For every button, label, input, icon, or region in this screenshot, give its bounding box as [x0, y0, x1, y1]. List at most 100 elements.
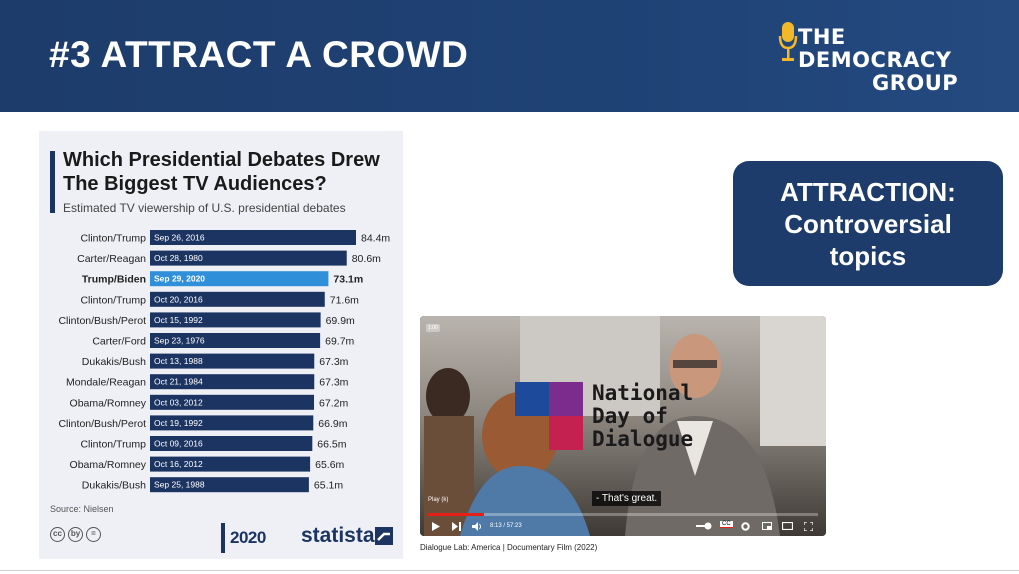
- bar-date-label: Sep 29, 2020: [154, 274, 205, 284]
- slide-title: #3 ATTRACT A CROWD: [49, 34, 469, 75]
- infographic-subtitle: Estimated TV viewership of U.S. presiden…: [63, 201, 346, 215]
- bar-date-label: Oct 20, 2016: [154, 294, 203, 304]
- bar-date-label: Oct 15, 1992: [154, 315, 203, 325]
- settings-icon[interactable]: [741, 522, 750, 531]
- callout-line-3: topics: [829, 241, 907, 271]
- logo-line-2: DEMOCRACY: [798, 48, 952, 72]
- bar-category-label: Clinton/Trump: [80, 294, 146, 306]
- no-derivatives-icon: =: [86, 527, 101, 542]
- viewership-bar: [150, 374, 315, 390]
- viewership-bar: [150, 415, 314, 431]
- callout-line-2: Controversial: [784, 209, 952, 239]
- bar-value-label: 73.1m: [333, 274, 363, 286]
- bar-value-label: 69.7m: [325, 336, 354, 348]
- bar-category-label: Carter/Ford: [92, 336, 146, 348]
- miniplayer-icon[interactable]: [762, 522, 772, 530]
- bar-category-label: Clinton/Trump: [80, 233, 146, 245]
- bar-date-label: Oct 16, 2012: [154, 459, 203, 469]
- audience-figures: [424, 368, 590, 536]
- logo-square-red: [549, 416, 583, 450]
- next-icon[interactable]: [452, 522, 461, 531]
- logo-line-1: THE: [798, 25, 846, 49]
- debate-viewership-chart: Clinton/Trump Sep 26, 2016 84.4m Carter/Rea…: [58, 230, 390, 493]
- chart-source: Source: Nielsen: [50, 504, 114, 514]
- volume-slider[interactable]: [696, 525, 710, 527]
- video-logo-line-3: Dialogue: [592, 427, 694, 451]
- bar-category-label: Trump/Biden: [82, 274, 146, 286]
- badge-year: 2020: [230, 528, 266, 547]
- viewership-bar: [150, 436, 313, 451]
- viewership-bar: [150, 333, 321, 348]
- viewership-bar: [150, 353, 315, 369]
- bar-date-label: Oct 19, 1992: [154, 418, 203, 428]
- bar-category-label: Obama/Romney: [70, 397, 147, 409]
- democracy-group-logo: THE DEMOCRACY GROUP: [778, 18, 968, 98]
- viewership-bar: [150, 250, 347, 266]
- bar-category-label: Carter/Reagan: [77, 253, 146, 265]
- bar-value-label: 65.1m: [314, 480, 343, 492]
- video-subtitle: - That's great.: [592, 491, 662, 506]
- bar-category-label: Clinton/Trump: [80, 439, 146, 451]
- bar-value-label: 66.5m: [317, 439, 346, 451]
- footer-divider: [0, 570, 1019, 571]
- viewership-bar: [150, 230, 356, 245]
- bar-category-label: Dukakis/Bush: [82, 480, 146, 492]
- speaker-figure: [625, 334, 780, 536]
- bar-date-label: Oct 28, 1980: [154, 253, 203, 263]
- video-logo-line-1: National: [592, 381, 694, 405]
- video-progress-fill: [428, 513, 484, 516]
- attraction-callout: ATTRACTION: Controversial topics: [733, 161, 1003, 286]
- bar-value-label: 66.9m: [318, 418, 347, 430]
- viewership-bar: [150, 312, 321, 328]
- bar-value-label: 84.4m: [361, 233, 390, 245]
- viewership-bar: [150, 394, 315, 410]
- statista-logo-icon: [375, 527, 393, 545]
- theater-mode-icon[interactable]: [782, 522, 793, 530]
- video-source-caption: Dialogue Lab: America | Documentary Film…: [420, 543, 598, 552]
- video-progress-bar[interactable]: [428, 513, 818, 516]
- viewership-bar: [150, 477, 309, 493]
- video-logo-text: National Day of Dialogue: [592, 382, 693, 451]
- attribution-icon: by: [68, 527, 83, 542]
- bar-date-label: Oct 21, 1984: [154, 377, 203, 387]
- bar-date-label: Oct 09, 2016: [154, 439, 203, 449]
- volume-knob-icon[interactable]: [704, 522, 712, 530]
- bar-value-label: 67.3m: [319, 356, 348, 368]
- cc-icon: cc: [50, 527, 65, 542]
- bar-date-label: Oct 13, 1988: [154, 356, 203, 366]
- fullscreen-icon[interactable]: [804, 522, 813, 531]
- bar-date-label: Sep 26, 2016: [154, 233, 205, 243]
- play-icon[interactable]: [432, 522, 440, 531]
- bar-value-label: 69.9m: [326, 315, 355, 327]
- statista-infographic: Which Presidential Debates Drew The Bigg…: [39, 131, 403, 559]
- microphone-icon: [778, 22, 798, 61]
- bar-category-label: Mondale/Reagan: [66, 377, 146, 389]
- bar-date-label: Oct 03, 2012: [154, 397, 203, 407]
- statista-logo-text: statista: [301, 524, 375, 547]
- viewership-bar: [150, 271, 329, 287]
- bar-category-label: Clinton/Bush/Perot: [58, 315, 146, 327]
- bar-value-label: 67.2m: [319, 397, 348, 409]
- bar-value-label: 65.6m: [315, 459, 344, 471]
- bar-date-label: Sep 25, 1988: [154, 480, 205, 490]
- video-time: 8:13 / 57:23: [490, 523, 522, 529]
- logo-line-3: GROUP: [872, 71, 959, 95]
- national-day-of-dialogue-logo: National Day of Dialogue: [515, 382, 723, 452]
- video-logo-line-2: Day of: [592, 404, 668, 428]
- bar-category-label: Dukakis/Bush: [82, 356, 146, 368]
- logo-square-blue: [515, 382, 549, 416]
- bar-value-label: 80.6m: [352, 253, 381, 265]
- cc-button[interactable]: CC: [720, 521, 733, 528]
- bar-date-label: Sep 23, 1976: [154, 336, 205, 346]
- creative-commons-icons: cc by =: [50, 527, 101, 542]
- infographic-title: Which Presidential Debates Drew The Bigg…: [63, 149, 380, 195]
- play-tooltip: Play (k): [428, 497, 449, 503]
- volume-icon[interactable]: [472, 522, 482, 531]
- video-window-light-right: [760, 316, 826, 446]
- badge-accent-bar: [221, 523, 225, 553]
- video-player[interactable]: National Day of Dialogue 1:00 - That's g…: [420, 316, 826, 536]
- video-controls: 8:13 / 57:23 CC: [420, 518, 826, 536]
- bar-value-label: 67.3m: [319, 377, 348, 389]
- bar-category-label: Clinton/Bush/Perot: [58, 418, 146, 430]
- viewership-bar: [150, 456, 311, 472]
